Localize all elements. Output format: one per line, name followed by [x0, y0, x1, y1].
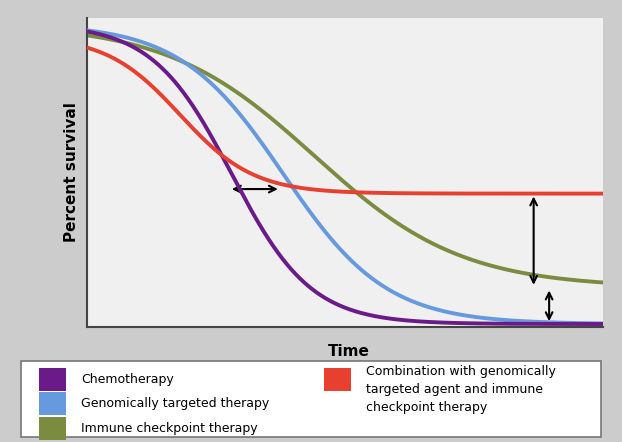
- FancyBboxPatch shape: [22, 361, 601, 437]
- Bar: [39, 417, 66, 440]
- Text: Immune checkpoint therapy: Immune checkpoint therapy: [81, 422, 258, 435]
- Text: Time: Time: [327, 344, 369, 359]
- Bar: [325, 368, 351, 391]
- Text: Combination with genomically
targeted agent and immune
checkpoint therapy: Combination with genomically targeted ag…: [366, 365, 556, 414]
- Text: Chemotherapy: Chemotherapy: [81, 373, 174, 386]
- Bar: [39, 392, 66, 415]
- Bar: [39, 368, 66, 391]
- Text: Genomically targeted therapy: Genomically targeted therapy: [81, 397, 269, 410]
- Y-axis label: Percent survival: Percent survival: [63, 103, 79, 242]
